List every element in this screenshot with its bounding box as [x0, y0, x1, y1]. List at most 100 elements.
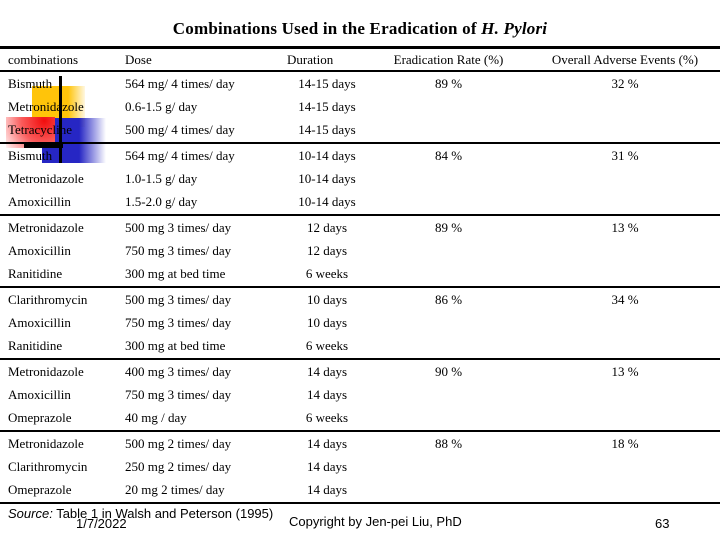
table-cell: 14 days	[306, 363, 348, 379]
table-cell: 31 %	[611, 147, 639, 163]
table-cell: 300 mg at bed time	[125, 338, 226, 354]
table-group: Metronidazole 400 mg 3 times/ day 14 days 9…	[0, 360, 720, 432]
table-row: Clarithromycin 250 mg 2 times/ day 14 days	[0, 455, 720, 478]
table-cell: Amoxicillin	[8, 194, 71, 210]
table-row: Ranitidine 300 mg at bed time 6 weeks	[0, 335, 720, 358]
table-cell: Bismuth	[8, 75, 53, 91]
table-cell: 400 mg 3 times/ day	[125, 363, 232, 379]
table-cell: Bismuth	[8, 147, 53, 163]
table-cell: 500 mg 3 times/ day	[125, 291, 232, 307]
header-combinations: combinations	[8, 51, 79, 67]
table-cell: 14 days	[306, 386, 348, 402]
slide-title-italic: H. Pylori	[481, 19, 548, 38]
table-row: Tetracycline 500 mg/ 4 times/ day 14-15 da…	[0, 119, 720, 142]
table-cell: 14 days	[306, 435, 348, 451]
table-cell: 0.6-1.5 g/ day	[125, 98, 198, 114]
table-cell: 6 weeks	[305, 410, 349, 426]
table-row: Omeprazole 20 mg 2 times/ day 14 days	[0, 479, 720, 502]
table-cell: 300 mg at bed time	[125, 266, 226, 282]
table-cell: Tetracycline	[8, 122, 73, 138]
table-cell: 86 %	[434, 291, 463, 307]
table-cell: 13 %	[611, 363, 639, 379]
table-group: Bismuth 564 mg/ 4 times/ day 10-14 days 84 …	[0, 144, 720, 216]
decoration-vertical-line	[59, 76, 62, 163]
decoration-horizontal-tick	[24, 144, 63, 148]
table-groups: Bismuth 564 mg/ 4 times/ day 14-15 days 89 …	[0, 72, 720, 504]
table-row: Amoxicillin 750 mg 3 times/ day 12 days	[0, 239, 720, 262]
table-cell: 10-14 days	[298, 170, 356, 186]
table-cell: 88 %	[434, 435, 463, 451]
table-cell: Ranitidine	[8, 338, 63, 354]
table-cell: 500 mg 3 times/ day	[125, 219, 232, 235]
table-row: Bismuth 564 mg/ 4 times/ day 10-14 days 84 …	[0, 144, 720, 167]
table-cell: 13 %	[611, 219, 639, 235]
table-cell: 6 weeks	[305, 266, 349, 282]
table-cell: 750 mg 3 times/ day	[125, 314, 232, 330]
table-cell: Ranitidine	[8, 266, 63, 282]
table-cell: Omeprazole	[8, 410, 72, 426]
table-cell: 1.5-2.0 g/ day	[125, 194, 198, 210]
table-cell: 750 mg 3 times/ day	[125, 386, 232, 402]
table-cell: 14 days	[306, 482, 348, 498]
table-cell: 14-15 days	[298, 98, 356, 114]
table-row: Amoxicillin 750 mg 3 times/ day 14 days	[0, 383, 720, 406]
table-cell: 500 mg/ 4 times/ day	[125, 122, 235, 138]
source-label: Source:	[8, 506, 53, 521]
table-cell: 12 days	[306, 219, 348, 235]
table-cell: 564 mg/ 4 times/ day	[125, 75, 235, 91]
table-cell: 250 mg 2 times/ day	[125, 458, 232, 474]
table-cell: Metronidazole	[8, 363, 84, 379]
table-cell: 32 %	[611, 75, 639, 91]
table-cell: 18 %	[611, 435, 639, 451]
table-cell: Amoxicillin	[8, 242, 71, 258]
table-group: Metronidazole 500 mg 3 times/ day 12 days 8…	[0, 216, 720, 288]
table-cell: 84 %	[434, 147, 463, 163]
table-cell: Metronidazole	[8, 98, 84, 114]
table-cell: 10-14 days	[298, 194, 356, 210]
table-cell: 90 %	[434, 363, 463, 379]
table-group: Clarithromycin 500 mg 3 times/ day 10 days…	[0, 288, 720, 360]
table-cell: 12 days	[306, 242, 348, 258]
table-row: Omeprazole 40 mg / day 6 weeks	[0, 407, 720, 430]
table-row: Metronidazole 500 mg 3 times/ day 12 days 8…	[0, 216, 720, 239]
table-cell: 14-15 days	[298, 122, 356, 138]
table-row: Metronidazole 0.6-1.5 g/ day 14-15 days	[0, 95, 720, 118]
copyright-text: Copyright by Jen-pei Liu, PhD	[289, 514, 462, 529]
slide-title-text: Combinations Used in the Eradication of	[172, 19, 482, 38]
table-cell: Clarithromycin	[8, 458, 88, 474]
table-cell: 89 %	[434, 75, 463, 91]
slide-title: Combinations Used in the Eradication of …	[0, 19, 720, 39]
eradication-table: combinations Dose Duration Eradication R…	[0, 46, 720, 504]
table-row: Metronidazole 400 mg 3 times/ day 14 days 9…	[0, 360, 720, 383]
table-cell: 750 mg 3 times/ day	[125, 242, 232, 258]
table-cell: Omeprazole	[8, 482, 72, 498]
table-row: Bismuth 564 mg/ 4 times/ day 14-15 days 89 …	[0, 72, 720, 95]
table-cell: Metronidazole	[8, 435, 84, 451]
table-row: Amoxicillin 750 mg 3 times/ day 10 days	[0, 311, 720, 334]
table-row: Clarithromycin 500 mg 3 times/ day 10 days…	[0, 288, 720, 311]
table-group: Metronidazole 500 mg 2 times/ day 14 days 8…	[0, 432, 720, 504]
table-cell: 564 mg/ 4 times/ day	[125, 147, 235, 163]
table-cell: Clarithromycin	[8, 291, 88, 307]
table-cell: 6 weeks	[305, 338, 349, 354]
table-group: Bismuth 564 mg/ 4 times/ day 14-15 days 89 …	[0, 72, 720, 144]
table-cell: 14-15 days	[298, 75, 356, 91]
table-cell: 10 days	[306, 314, 348, 330]
table-cell: Amoxicillin	[8, 314, 71, 330]
header-adverse-events: Overall Adverse Events (%)	[551, 51, 699, 67]
table-cell: Metronidazole	[8, 170, 84, 186]
table-header-row: combinations Dose Duration Eradication R…	[0, 46, 720, 72]
table-cell: Metronidazole	[8, 219, 84, 235]
slide-date: 1/7/2022	[76, 516, 127, 531]
page-number: 63	[655, 516, 670, 531]
table-cell: 500 mg 2 times/ day	[125, 435, 232, 451]
table-cell: 34 %	[611, 291, 639, 307]
table-row: Metronidazole 500 mg 2 times/ day 14 days 8…	[0, 432, 720, 455]
table-cell: 10 days	[306, 291, 348, 307]
table-cell: 14 days	[306, 458, 348, 474]
header-eradication-rate: Eradication Rate (%)	[393, 51, 504, 67]
table-cell: 89 %	[434, 219, 463, 235]
table-row: Amoxicillin 1.5-2.0 g/ day 10-14 days	[0, 191, 720, 214]
table-cell: 40 mg / day	[125, 410, 187, 426]
